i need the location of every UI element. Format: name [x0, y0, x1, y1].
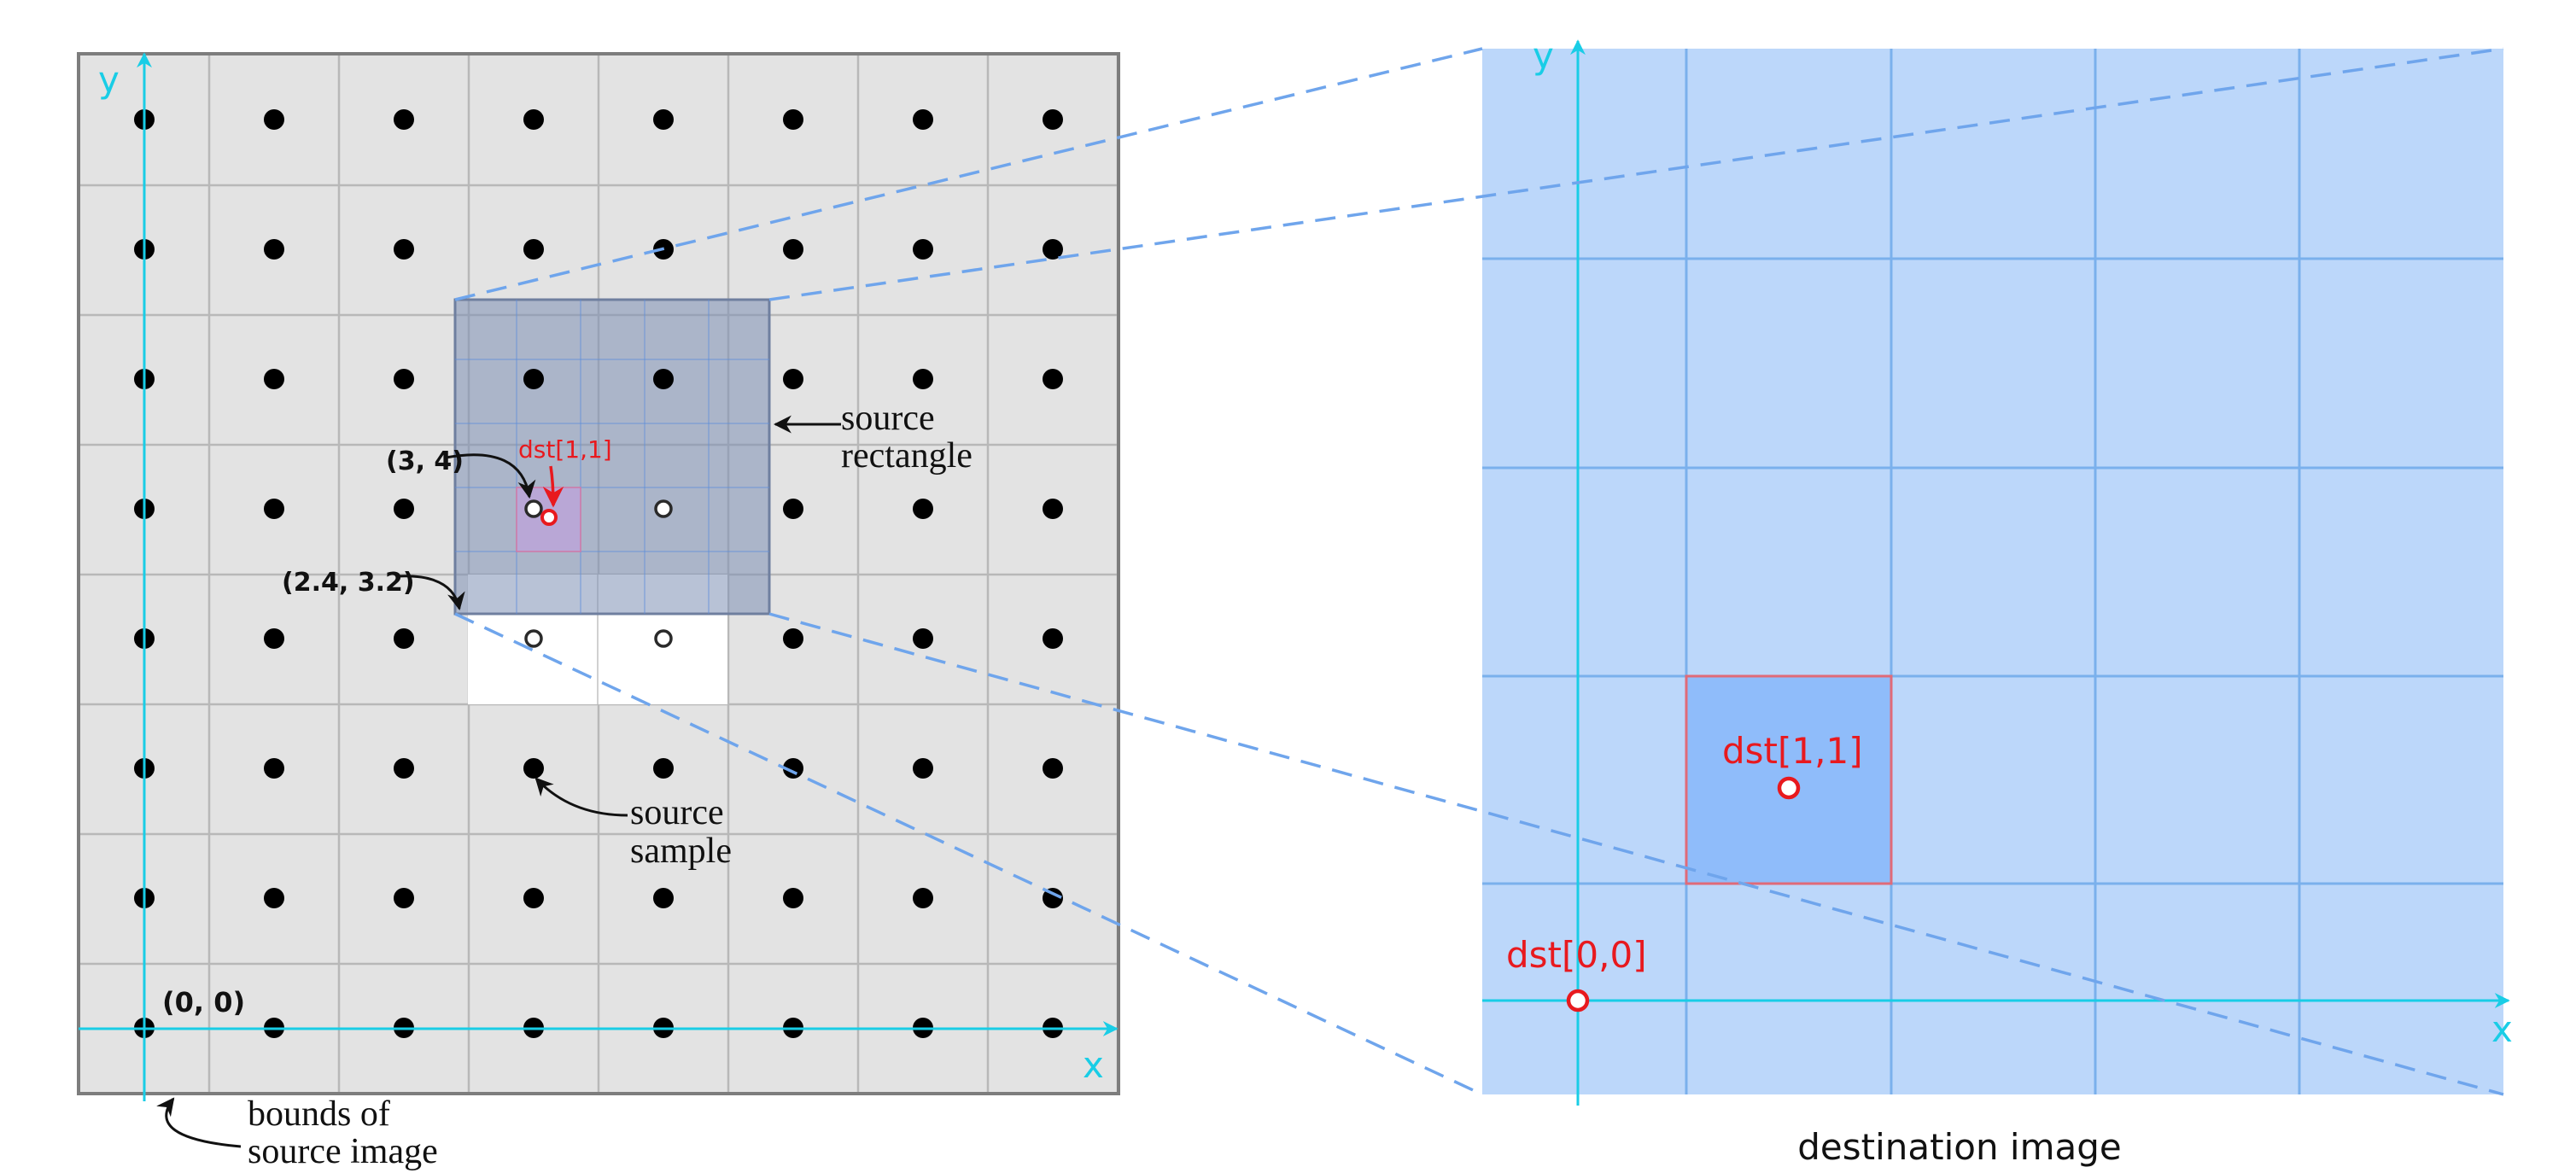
source-sample	[394, 499, 414, 519]
source-sample	[783, 499, 803, 519]
source-sample	[523, 369, 544, 389]
source-sample	[783, 758, 803, 779]
source-sample	[523, 888, 544, 908]
source-sample	[653, 109, 674, 130]
source-sample	[523, 109, 544, 130]
source-sample	[783, 369, 803, 389]
source-sample-label-line1: source	[630, 793, 724, 832]
source-sample	[394, 369, 414, 389]
bounds-label-line1: bounds of	[248, 1094, 390, 1134]
source-sample	[523, 758, 544, 779]
source-sample	[783, 628, 803, 649]
destination-image-caption: destination image	[1797, 1126, 2122, 1168]
source-sample	[264, 369, 284, 389]
source-rectangle	[453, 298, 771, 616]
source-sample	[264, 758, 284, 779]
source-rectangle-label-line2: rectangle	[841, 436, 973, 476]
source-sample	[264, 239, 284, 260]
source-sample	[783, 239, 803, 260]
dst-0-0-label: dst[0,0]	[1506, 934, 1647, 976]
point-3-4-arrow	[445, 453, 536, 499]
destination-y-axis-label: y	[1533, 35, 1554, 77]
origin-label: (0, 0)	[162, 986, 245, 1018]
destination-pixel-grid	[1482, 49, 2503, 1094]
dst-0-0-point	[1566, 989, 1590, 1013]
source-sample	[394, 888, 414, 908]
source-sample	[394, 628, 414, 649]
source-sample	[913, 109, 933, 130]
bounds-arrow	[156, 1097, 242, 1148]
destination-image-background	[1482, 49, 2503, 1094]
source-sample-open	[654, 629, 673, 648]
source-sample	[1043, 369, 1063, 389]
source-sample	[913, 888, 933, 908]
point-2-4-3-2-arrow	[397, 575, 465, 611]
source-sample	[913, 239, 933, 260]
source-sample	[653, 888, 674, 908]
source-sample-label-line2: sample	[630, 832, 732, 871]
source-sample	[394, 109, 414, 130]
source-y-axis-label: y	[98, 59, 120, 101]
source-sample-arrow	[534, 777, 628, 817]
source-rectangle-fine-grid	[455, 300, 769, 614]
source-sample	[1043, 888, 1063, 908]
source-sample	[913, 758, 933, 779]
source-sample-open	[524, 629, 543, 648]
source-image-border	[77, 52, 1120, 1095]
source-sample	[913, 499, 933, 519]
source-sample	[913, 369, 933, 389]
source-x-axis-label: x	[1083, 1044, 1104, 1086]
dst-point-in-source	[540, 509, 558, 526]
destination-x-axis-label: x	[2491, 1008, 2513, 1050]
dst-1-1-label: dst[1,1]	[1722, 730, 1863, 772]
dst-point-in-source-label: dst[1,1]	[518, 435, 612, 464]
source-sample	[264, 109, 284, 130]
destination-image-panel: y x dst[0,0] dst[1,1] destination image	[1482, 35, 2513, 1168]
source-rectangle-label-line1: source	[841, 399, 935, 438]
source-image-panel: y x (0, 0) dst[1,1] (3, 4) (2.4, 3.2) so…	[77, 52, 1120, 1171]
projection-lines	[454, 47, 2504, 1096]
dst-point-red-arrow	[542, 465, 564, 508]
source-sample	[1043, 758, 1063, 779]
point-2-4-3-2-label: (2.4, 3.2)	[282, 568, 415, 598]
source-sample	[653, 369, 674, 389]
source-sample-open	[524, 499, 543, 518]
source-sample	[783, 109, 803, 130]
source-sample	[913, 628, 933, 649]
source-sample	[1043, 239, 1063, 260]
source-sample	[783, 888, 803, 908]
source-sample	[1043, 628, 1063, 649]
source-sample	[264, 499, 284, 519]
source-sample	[1043, 109, 1063, 130]
source-sample	[1043, 499, 1063, 519]
source-sample	[264, 628, 284, 649]
point-3-4-label: (3, 4)	[386, 446, 464, 476]
source-sample	[653, 758, 674, 779]
source-sample	[394, 239, 414, 260]
bounds-label-line2: source image	[248, 1132, 438, 1171]
source-sample	[264, 888, 284, 908]
source-sample	[394, 758, 414, 779]
source-sample	[523, 239, 544, 260]
dst-1-1-point	[1777, 776, 1801, 800]
source-sample-open	[654, 499, 673, 518]
